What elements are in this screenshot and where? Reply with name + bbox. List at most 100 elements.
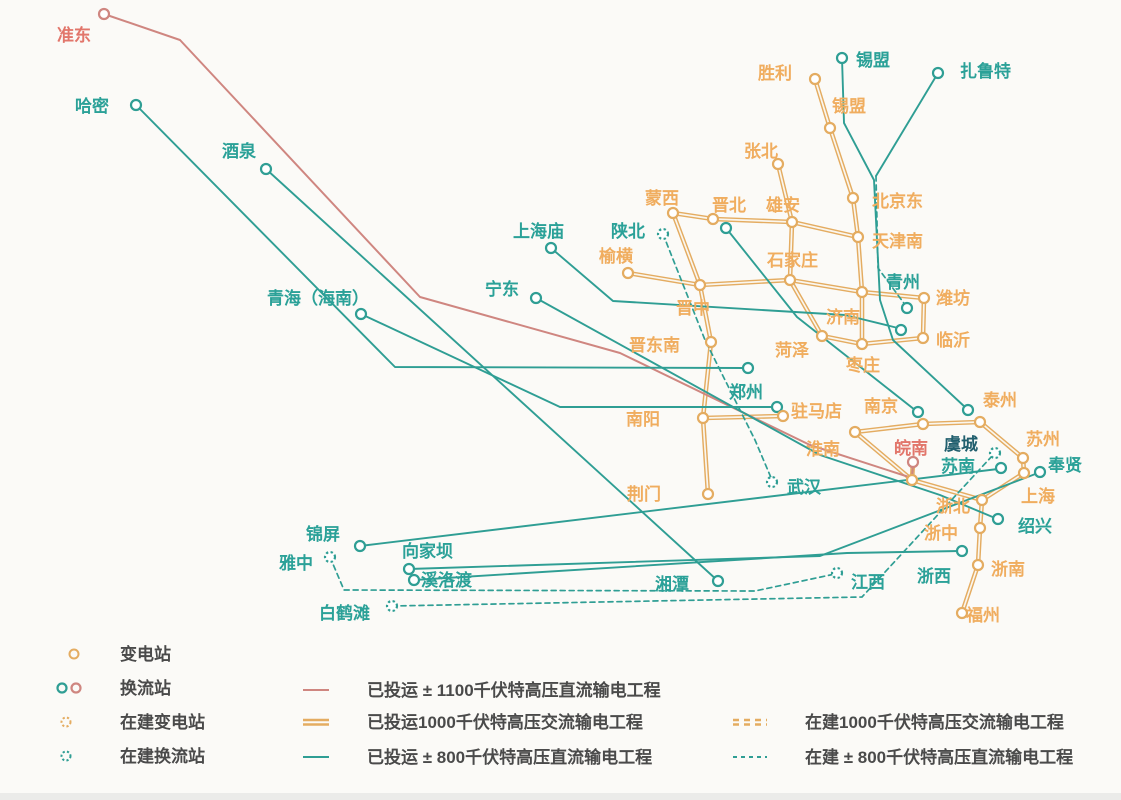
station-label: 向家坝 [402,541,453,561]
line-dc-800kv-17 [535,297,996,519]
converter-station-1100kv-node-1 [906,455,920,469]
substation-node-46 [704,335,718,349]
legend-converter-under-construction-icon [60,750,72,762]
converter-station-node-18 [991,512,1005,526]
station-label: 郑州 [729,382,763,402]
station-label: 晋北 [712,196,746,215]
station-label: 江西 [851,573,885,592]
station-label: 济南 [826,307,860,327]
line-ac-1000kv-inner-1 [777,163,793,223]
station-label: 南阳 [626,409,660,429]
station-label: 蒙西 [645,188,679,208]
line-dc-800kv-under-construction-26 [329,556,836,592]
substation-node-43 [916,331,930,345]
converter-station-under-construction-node-26 [385,599,399,613]
converter-station-node-13 [770,400,784,414]
line-dc-800kv-16 [550,247,899,329]
station-label: 虞城 [944,434,978,454]
station-label: 湘潭 [655,574,689,594]
converter-station-node-11 [894,323,908,337]
converter-station-under-construction-node-29 [988,446,1002,460]
station-label: 晋中 [676,298,710,318]
line-ac-1000kv-inner-9 [854,421,1025,501]
substation-node-53 [1016,451,1030,465]
line-dc-800kv-13 [135,104,745,369]
station-label: 浙北 [936,496,970,516]
station-label: 荆门 [627,484,661,504]
converter-station-node-9 [931,66,945,80]
station-label: 张北 [744,142,778,161]
station-label: 陕北 [611,221,645,241]
station-label: 宁东 [485,279,519,299]
converter-station-node-6 [529,291,543,305]
substation-node-37 [666,206,680,220]
station-label: 扎鲁特 [960,61,1011,81]
converter-station-node-22 [402,562,416,576]
converter-station-under-construction-node-24 [656,227,670,241]
converter-station-under-construction-node-27 [830,566,844,580]
station-label: 溪洛渡 [421,570,473,590]
substation-node-40 [783,273,797,287]
substation-node-36 [706,212,720,226]
station-label: 胜利 [758,63,792,83]
converter-station-1100kv-node-0 [97,7,111,21]
line-dc-800kv-23 [413,550,961,581]
station-label: 上海 [1021,486,1055,506]
line-dc-800kv-under-construction-25 [662,233,773,481]
substation-node-35 [785,215,799,229]
converter-station-node-7 [719,221,733,235]
substation-node-39 [693,278,707,292]
station-label: 石家庄 [766,250,818,270]
line-ac-1000kv-inner-5 [672,212,701,286]
legend-station-label: 在建换流站 [120,746,205,766]
station-label: 青海（海南） [267,288,369,308]
converter-station-node-16 [994,461,1008,475]
substation-node-52 [973,415,987,429]
converter-station-under-construction-node-28 [765,475,779,489]
converter-station-node-10 [900,301,914,315]
station-label: 泰州 [983,390,1017,410]
substation-node-49 [701,487,715,501]
converter-station-node-5 [544,241,558,255]
station-label: 准东 [57,25,91,45]
station-label: 枣庄 [845,355,880,375]
station-label: 天津南 [872,231,923,251]
line-dc-800kv-under-construction-24 [875,175,907,307]
legend-station-label: 在建变电站 [120,712,205,732]
station-label: 浙南 [991,559,1025,579]
substation-node-58 [971,558,985,572]
station-label: 北京东 [872,191,923,211]
substation-node-42 [917,291,931,305]
line-ac-1000kv-inner-10 [961,499,983,614]
line-ac-1000kv-inner-0 [814,78,863,345]
substation-node-45 [815,329,829,343]
substation-node-55 [975,493,989,507]
line-dc-800kv-under-construction-27 [391,454,994,607]
station-label: 绍兴 [1018,516,1052,536]
station-label: 酒泉 [222,141,257,161]
legend-line-label: 已投运 ± 800千伏特高压直流输电工程 [367,747,652,767]
line-dc-800kv-15 [360,313,774,408]
station-label: 临沂 [936,330,970,350]
substation-node-33 [846,191,860,205]
station-label: 潍坊 [936,288,970,308]
substation-node-59 [955,606,969,620]
station-label: 青州 [886,272,920,292]
station-label: 锡盟 [856,50,890,70]
line-ac-1000kv-inner-3 [789,221,793,281]
legend-converter-teal-icon [56,682,68,694]
legend-substation-icon [68,648,80,660]
converter-station-node-8 [835,51,849,65]
legend-converter-red-icon [70,682,82,694]
station-label: 福州 [965,605,1000,625]
converter-station-node-19 [955,544,969,558]
station-label: 菏泽 [775,340,809,360]
station-label: 上海庙 [513,221,564,241]
station-label: 浙西 [917,566,951,586]
substation-node-50 [848,425,862,439]
legend-line-label: 在建1000千伏特高压交流输电工程 [805,712,1064,732]
substation-node-57 [973,521,987,535]
converter-station-node-23 [407,573,421,587]
